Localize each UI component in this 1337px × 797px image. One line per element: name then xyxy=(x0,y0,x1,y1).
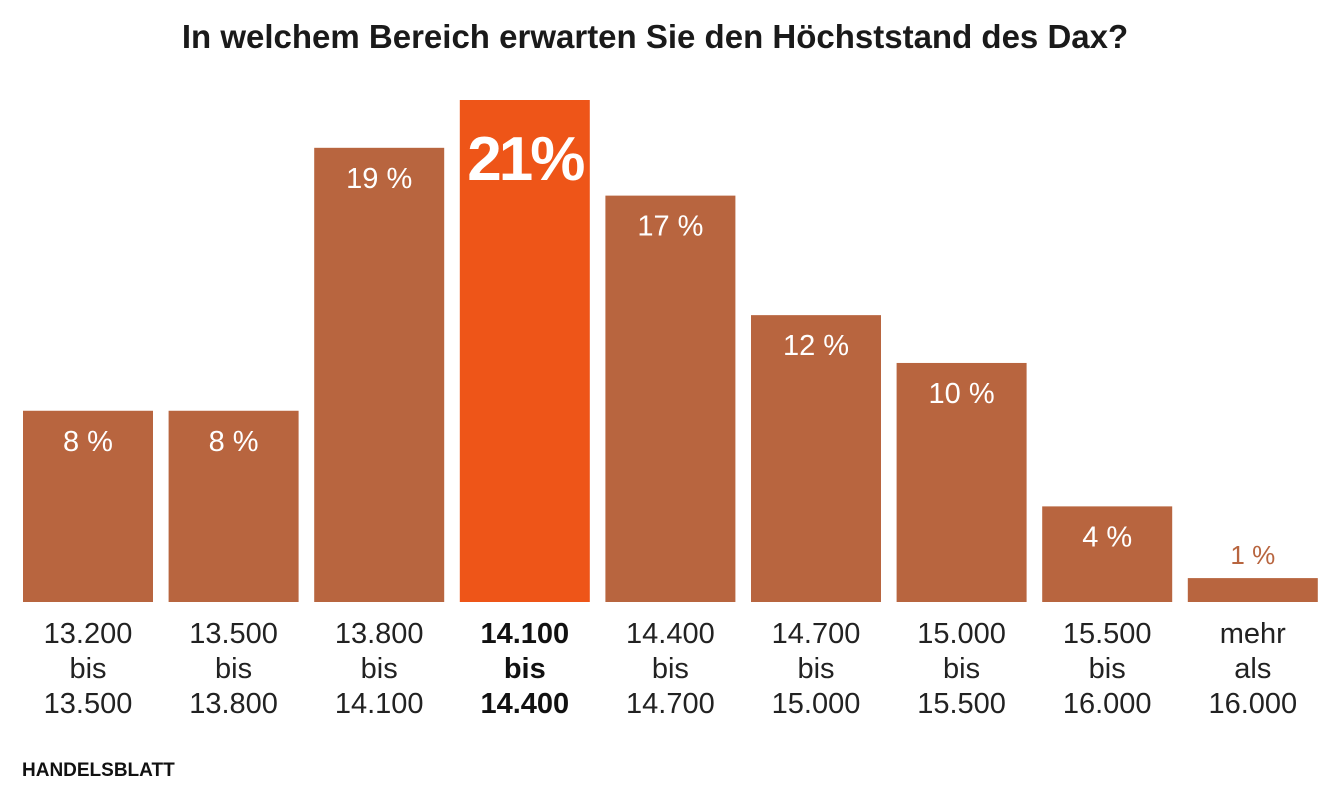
bar-2 xyxy=(168,410,299,602)
category-label-6-line-1: 14.700 xyxy=(772,618,861,650)
category-label-7-line-2: bis xyxy=(943,653,980,685)
category-label-6-line-3: 15.000 xyxy=(772,688,861,720)
source-label: HANDELSBLATT xyxy=(22,760,175,781)
category-label-3-line-2: bis xyxy=(361,653,398,685)
category-label-7-line-1: 15.000 xyxy=(917,618,1006,650)
value-label-6: 12 % xyxy=(783,330,849,362)
value-label-4: 21% xyxy=(467,125,584,194)
category-label-3-line-3: 14.100 xyxy=(335,688,424,720)
category-label-9-line-1: mehr xyxy=(1220,618,1286,650)
category-label-7-line-3: 15.500 xyxy=(917,688,1006,720)
bar-9 xyxy=(1187,578,1318,602)
value-label-7: 10 % xyxy=(929,378,995,410)
value-label-5: 17 % xyxy=(637,211,703,243)
chart-title: In welchem Bereich erwarten Sie den Höch… xyxy=(181,18,1129,55)
category-label-4-line-2: bis xyxy=(504,653,546,685)
bar-1 xyxy=(23,410,153,602)
category-label-9-line-2: als xyxy=(1234,653,1271,685)
bar-6 xyxy=(751,315,881,602)
category-label-2-line-2: bis xyxy=(215,653,252,685)
category-label-4-line-1: 14.100 xyxy=(480,618,569,650)
value-label-2: 8 % xyxy=(209,426,259,458)
category-label-4-line-3: 14.400 xyxy=(480,688,569,720)
category-label-8-line-1: 15.500 xyxy=(1063,618,1152,650)
category-label-2-line-3: 13.800 xyxy=(189,688,278,720)
value-label-3: 19 % xyxy=(346,163,412,195)
category-label-6-line-2: bis xyxy=(797,653,834,685)
bar-5 xyxy=(605,195,736,602)
category-label-2-line-1: 13.500 xyxy=(189,618,278,650)
category-label-1-line-1: 13.200 xyxy=(44,618,133,650)
category-label-8-line-3: 16.000 xyxy=(1063,688,1152,720)
category-label-5-line-3: 14.700 xyxy=(626,688,715,720)
category-label-1-line-3: 13.500 xyxy=(44,688,133,720)
category-label-5-line-1: 14.400 xyxy=(626,618,715,650)
value-label-8: 4 % xyxy=(1082,521,1132,553)
value-label-1: 8 % xyxy=(63,426,113,458)
bar-4 xyxy=(459,100,590,602)
bar-3 xyxy=(314,147,445,603)
value-label-9: 1 % xyxy=(1230,540,1275,570)
category-label-1-line-2: bis xyxy=(69,653,106,685)
bar-7 xyxy=(896,362,1027,602)
category-label-9-line-3: 16.000 xyxy=(1208,688,1297,720)
category-label-8-line-2: bis xyxy=(1089,653,1126,685)
bar-8 xyxy=(1042,506,1173,602)
category-label-5-line-2: bis xyxy=(652,653,689,685)
category-label-3-line-1: 13.800 xyxy=(335,618,424,650)
